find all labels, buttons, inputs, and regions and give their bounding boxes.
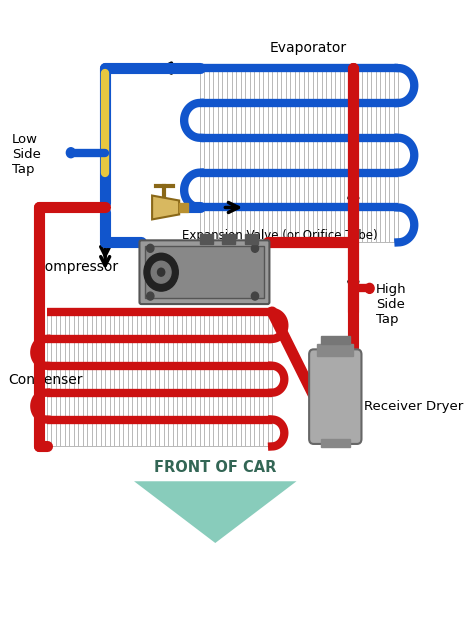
- Circle shape: [251, 292, 259, 300]
- FancyBboxPatch shape: [309, 349, 362, 444]
- Bar: [321, 439, 350, 447]
- Text: Expansion Valve (or Orifice Tube): Expansion Valve (or Orifice Tube): [182, 229, 377, 242]
- Circle shape: [146, 292, 154, 300]
- Bar: [321, 336, 350, 344]
- Bar: [200, 234, 212, 245]
- Text: Compressor: Compressor: [36, 260, 119, 274]
- Text: FRONT OF CAR: FRONT OF CAR: [154, 460, 276, 475]
- Text: Low
Side
Tap: Low Side Tap: [12, 133, 41, 176]
- Polygon shape: [152, 195, 179, 219]
- Circle shape: [365, 283, 374, 293]
- Circle shape: [157, 268, 165, 276]
- Text: High
Side
Tap: High Side Tap: [376, 283, 407, 326]
- Text: Receiver Dryer: Receiver Dryer: [364, 400, 464, 413]
- Bar: [222, 234, 235, 245]
- Bar: [145, 246, 264, 298]
- Bar: [179, 202, 188, 212]
- Text: Condenser: Condenser: [9, 373, 83, 387]
- Bar: [245, 234, 258, 245]
- Circle shape: [66, 148, 75, 158]
- Circle shape: [146, 245, 154, 252]
- Polygon shape: [134, 482, 297, 543]
- Circle shape: [144, 253, 178, 291]
- FancyBboxPatch shape: [139, 240, 269, 304]
- Bar: [317, 344, 353, 356]
- Circle shape: [151, 261, 171, 283]
- Circle shape: [251, 245, 259, 252]
- Text: Evaporator: Evaporator: [270, 41, 347, 55]
